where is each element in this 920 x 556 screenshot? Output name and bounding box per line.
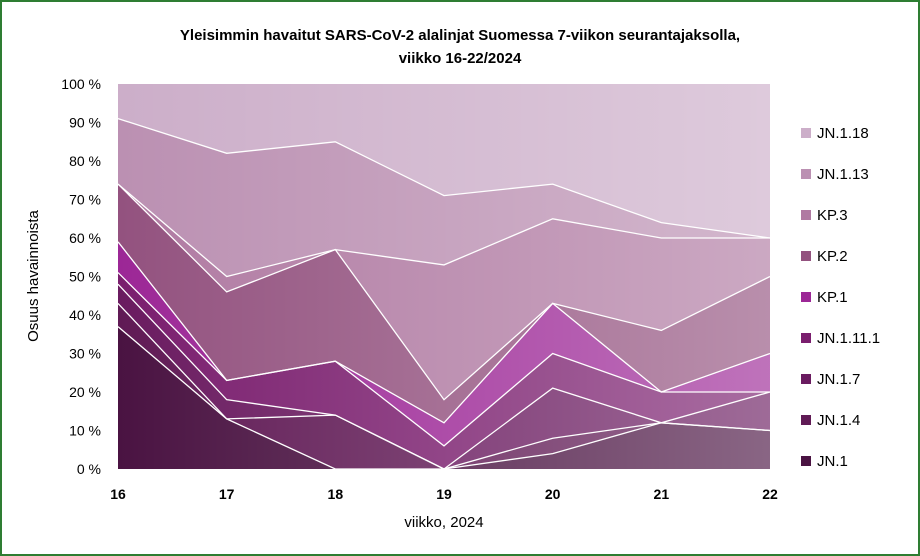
legend-label: JN.1.11.1 — [817, 330, 880, 347]
y-tick-label: 50 % — [69, 269, 101, 285]
area-borders — [117, 117, 771, 470]
legend-label: KP.3 — [817, 207, 848, 224]
legend-swatch — [801, 169, 811, 179]
y-tick-label: 100 % — [61, 76, 101, 92]
y-axis-label: Osuus havainnoista — [25, 209, 42, 341]
border-kp-3 — [117, 183, 770, 278]
x-tick-label: 16 — [110, 486, 126, 502]
legend-label: JN.1.18 — [817, 125, 869, 142]
legend-swatch — [801, 374, 811, 384]
legend-swatch — [801, 210, 811, 220]
x-tick-label: 17 — [219, 486, 235, 502]
legend-label: KP.2 — [817, 248, 848, 265]
y-tick-label: 90 % — [69, 115, 101, 131]
legend-swatch — [801, 415, 811, 425]
legend-label: JN.1 — [817, 453, 848, 470]
y-tick-label: 10 % — [69, 423, 101, 439]
y-tick-label: 60 % — [69, 230, 101, 246]
legend-swatch — [801, 251, 811, 261]
x-tick-label: 19 — [436, 486, 452, 502]
y-tick-label: 70 % — [69, 192, 101, 208]
x-axis-label: viikko, 2024 — [404, 514, 483, 531]
legend: JN.1.18 JN.1.13 KP.3 KP.2 KP.1 JN.1.11.1 JN.1.… — [801, 125, 880, 470]
y-tick-label: 20 % — [69, 384, 101, 400]
y-tick-label: 40 % — [69, 307, 101, 323]
area-layers — [118, 84, 770, 469]
legend-label: JN.1.4 — [817, 412, 860, 429]
x-tick-label: 20 — [545, 486, 561, 502]
legend-swatch — [801, 333, 811, 343]
legend-label: KP.1 — [817, 289, 848, 306]
x-tick-label: 22 — [762, 486, 778, 502]
y-tick-label: 30 % — [69, 346, 101, 362]
chart-title-line2: viikko 16-22/2024 — [399, 50, 522, 67]
legend-swatch — [801, 292, 811, 302]
legend-label: JN.1.7 — [817, 371, 860, 388]
border-kp-1 — [117, 241, 771, 424]
border-jn-1-7 — [117, 283, 771, 470]
legend-swatch — [801, 128, 811, 138]
y-tick-label: 0 % — [77, 461, 101, 477]
x-tick-label: 21 — [654, 486, 670, 502]
chart-title-line1: Yleisimmin havaitut SARS-CoV-2 alalinjat… — [180, 27, 740, 44]
legend-label: JN.1.13 — [817, 166, 869, 183]
border-jn-1-13 — [117, 117, 771, 239]
x-axis-ticks: 16 17 18 19 20 21 22 — [110, 486, 778, 502]
x-tick-label: 18 — [328, 486, 344, 502]
y-axis-ticks: 0 % 10 % 20 % 30 % 40 % 50 % 60 % 70 % 80 % 90 % 1… — [61, 76, 101, 477]
border-kp-2 — [117, 183, 771, 401]
legend-swatch — [801, 456, 811, 466]
y-tick-label: 80 % — [69, 153, 101, 169]
